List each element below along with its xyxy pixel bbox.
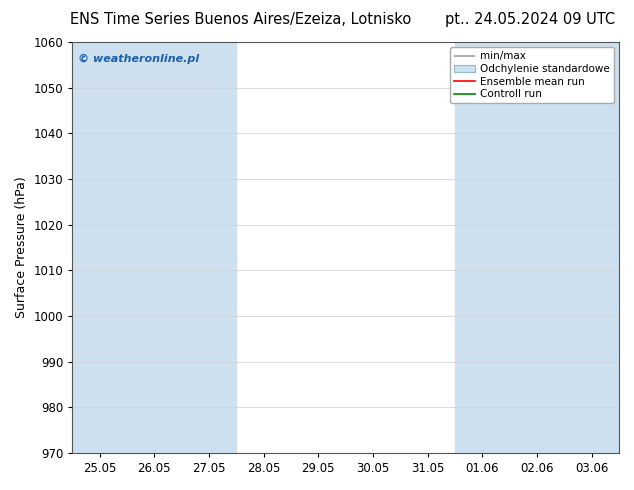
Bar [564, 42, 619, 453]
Text: ENS Time Series Buenos Aires/Ezeiza, Lotnisko: ENS Time Series Buenos Aires/Ezeiza, Lot… [70, 12, 411, 27]
Bar [510, 42, 564, 453]
Bar [455, 42, 510, 453]
Text: pt.. 24.05.2024 09 UTC: pt.. 24.05.2024 09 UTC [445, 12, 615, 27]
Bar [127, 42, 236, 453]
Legend: min/max, Odchylenie standardowe, Ensemble mean run, Controll run: min/max, Odchylenie standardowe, Ensembl… [450, 47, 614, 103]
Text: © weatheronline.pl: © weatheronline.pl [78, 54, 199, 65]
Bar [72, 42, 127, 453]
Y-axis label: Surface Pressure (hPa): Surface Pressure (hPa) [15, 176, 28, 318]
